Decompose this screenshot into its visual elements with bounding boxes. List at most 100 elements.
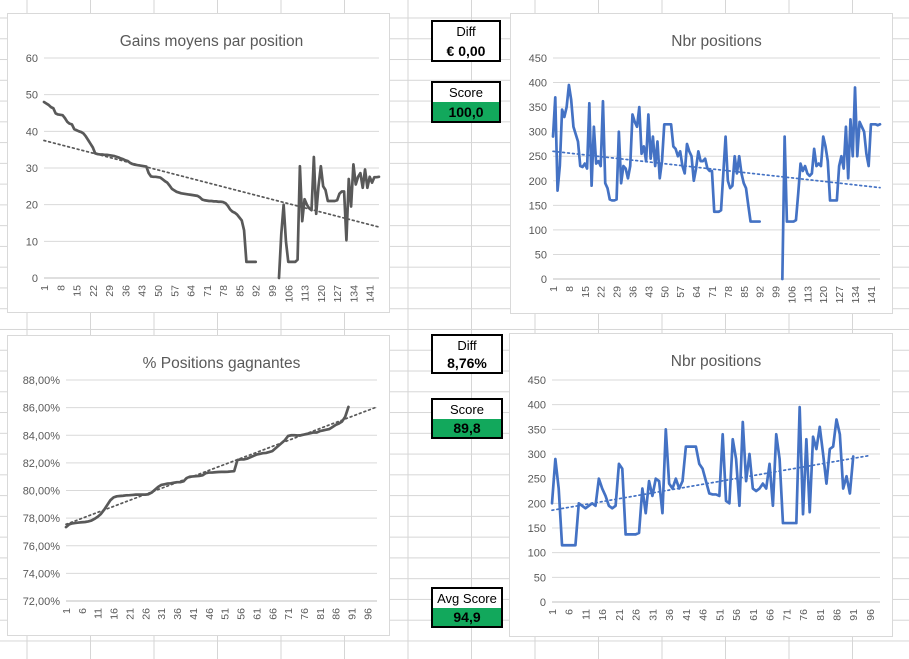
- svg-text:50: 50: [659, 286, 671, 298]
- svg-text:200: 200: [529, 176, 547, 188]
- svg-text:36: 36: [664, 609, 676, 621]
- svg-text:350: 350: [528, 424, 546, 436]
- avg-score-cell[interactable]: Avg Score 94,9: [431, 587, 503, 628]
- svg-text:36: 36: [120, 285, 132, 297]
- svg-text:21: 21: [124, 608, 136, 620]
- svg-text:57: 57: [169, 285, 181, 297]
- svg-text:100: 100: [529, 225, 547, 237]
- svg-text:22: 22: [596, 286, 608, 298]
- svg-text:80,00%: 80,00%: [23, 486, 61, 498]
- svg-text:0: 0: [32, 273, 38, 285]
- svg-text:71: 71: [202, 285, 214, 297]
- svg-text:46: 46: [698, 609, 710, 621]
- svg-text:26: 26: [631, 609, 643, 621]
- svg-text:100: 100: [528, 548, 546, 560]
- svg-text:36: 36: [627, 286, 639, 298]
- svg-text:400: 400: [528, 400, 546, 412]
- svg-text:71: 71: [781, 609, 793, 621]
- diff-label: Diff: [433, 336, 501, 354]
- svg-text:66: 66: [765, 609, 777, 621]
- svg-text:41: 41: [681, 609, 693, 621]
- svg-text:78,00%: 78,00%: [23, 513, 61, 525]
- svg-text:51: 51: [220, 608, 232, 620]
- chart-nbr-positions-bottom[interactable]: 0 50 100 150 200 250 300 350 400 450 1 6 11 16 21 26 31 3…: [509, 333, 893, 637]
- score-cell-top[interactable]: Score 100,0: [431, 81, 501, 123]
- svg-text:26: 26: [140, 608, 152, 620]
- svg-text:86: 86: [331, 608, 343, 620]
- svg-text:113: 113: [802, 286, 814, 303]
- svg-text:106: 106: [786, 286, 798, 304]
- score-value: 89,8: [433, 418, 501, 437]
- diff-cell-bottom[interactable]: Diff 8,76%: [431, 334, 503, 374]
- svg-text:113: 113: [300, 285, 312, 302]
- svg-text:300: 300: [529, 127, 547, 139]
- svg-text:8: 8: [564, 286, 576, 292]
- svg-text:88,00%: 88,00%: [23, 375, 61, 387]
- diff-cell-top[interactable]: Diff € 0,00: [431, 20, 501, 62]
- svg-text:76: 76: [299, 608, 311, 620]
- svg-text:0: 0: [541, 274, 547, 286]
- svg-text:127: 127: [332, 285, 344, 303]
- svg-text:120: 120: [316, 285, 328, 303]
- svg-text:450: 450: [529, 53, 547, 65]
- svg-text:85: 85: [234, 285, 246, 297]
- svg-text:50: 50: [535, 249, 547, 261]
- svg-text:450: 450: [528, 375, 546, 387]
- svg-text:57: 57: [675, 286, 687, 298]
- avg-score-label: Avg Score: [433, 589, 501, 608]
- svg-text:11: 11: [93, 608, 105, 619]
- svg-text:300: 300: [528, 449, 546, 461]
- svg-text:82,00%: 82,00%: [23, 458, 61, 470]
- svg-text:40: 40: [26, 126, 38, 138]
- chart-canvas: 72,00% 74,00% 76,00% 78,00% 80,00% 82,00% 84,0…: [23, 355, 378, 620]
- svg-text:134: 134: [348, 285, 360, 303]
- chart-pct-positions-gagnantes[interactable]: 72,00% 74,00% 76,00% 78,00% 80,00% 82,00% 84,0…: [7, 335, 390, 636]
- svg-text:1: 1: [548, 286, 560, 292]
- svg-text:Nbr positions: Nbr positions: [671, 33, 762, 50]
- svg-text:6: 6: [564, 609, 576, 615]
- svg-text:46: 46: [204, 608, 216, 620]
- score-label: Score: [433, 83, 499, 102]
- score-value: 100,0: [433, 102, 499, 121]
- svg-text:91: 91: [848, 609, 860, 621]
- svg-text:120: 120: [818, 286, 830, 304]
- svg-text:56: 56: [731, 609, 743, 621]
- svg-text:1: 1: [39, 285, 51, 291]
- svg-text:1: 1: [547, 609, 559, 615]
- svg-text:41: 41: [188, 608, 200, 620]
- score-label: Score: [433, 400, 501, 419]
- svg-text:71: 71: [707, 286, 719, 298]
- svg-text:71: 71: [283, 608, 295, 620]
- svg-text:29: 29: [104, 285, 116, 297]
- svg-text:400: 400: [529, 78, 547, 90]
- svg-text:15: 15: [72, 285, 84, 297]
- svg-text:6: 6: [77, 608, 89, 614]
- svg-text:99: 99: [771, 286, 783, 298]
- chart-canvas: 0 10 20 30 40 50 60 1 8 15 22 29 36 43 50 57 64 71 78 85 92 9…: [26, 33, 381, 303]
- diff-value: 8,76%: [433, 354, 501, 372]
- svg-text:20: 20: [26, 200, 38, 212]
- svg-text:92: 92: [251, 285, 263, 297]
- svg-text:91: 91: [347, 608, 359, 620]
- score-cell-bottom[interactable]: Score 89,8: [431, 398, 503, 439]
- svg-text:141: 141: [365, 285, 377, 303]
- chart-gains-moyens-par-position[interactable]: 0 10 20 30 40 50 60 1 8 15 22 29 36 43 50 57 64 71 78 85 92 9…: [7, 13, 390, 313]
- svg-text:134: 134: [850, 286, 862, 304]
- svg-text:200: 200: [528, 498, 546, 510]
- svg-text:76,00%: 76,00%: [23, 541, 61, 553]
- chart-nbr-positions-top[interactable]: 0 50 100 150 200 250 300 350 400 450 1 8 15 22 29 36 43 5…: [510, 13, 893, 314]
- svg-text:16: 16: [109, 608, 121, 620]
- svg-text:86,00%: 86,00%: [23, 403, 61, 415]
- svg-text:127: 127: [834, 286, 846, 304]
- svg-text:60: 60: [26, 53, 38, 65]
- diff-label: Diff: [433, 22, 499, 41]
- svg-text:Nbr positions: Nbr positions: [671, 353, 762, 370]
- svg-text:61: 61: [251, 608, 263, 620]
- svg-text:11: 11: [580, 609, 592, 620]
- svg-text:43: 43: [137, 285, 149, 297]
- svg-text:86: 86: [831, 609, 843, 621]
- svg-text:350: 350: [529, 102, 547, 114]
- svg-text:76: 76: [798, 609, 810, 621]
